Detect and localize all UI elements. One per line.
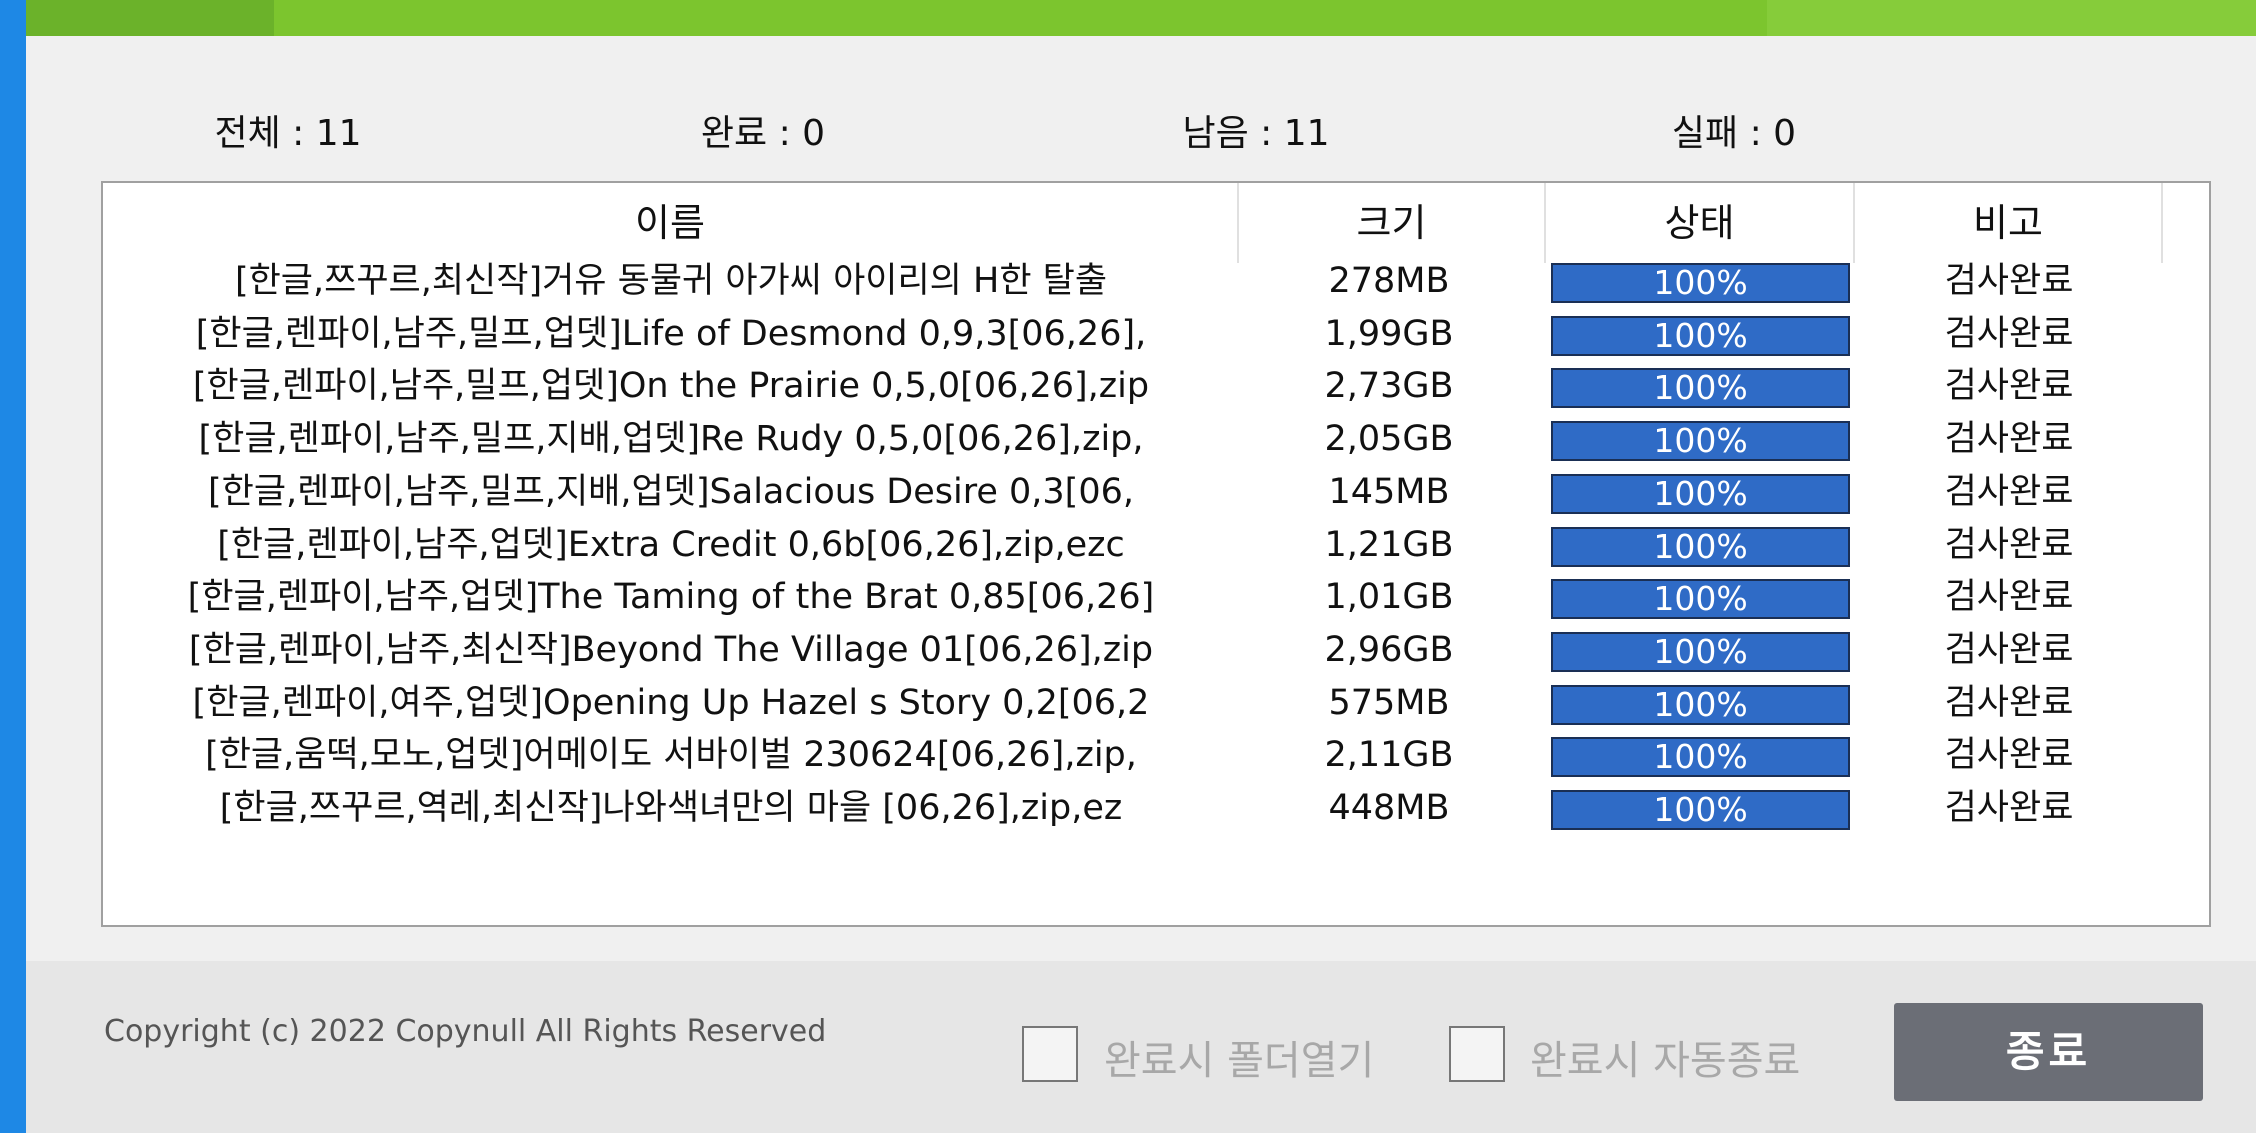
progress-fill [1553,792,1848,828]
file-size: 2,96GB [1324,629,1454,670]
file-size: 145MB [1328,471,1450,512]
file-name: [한글,렌파이,남주,업뎃]Extra Credit 0,6b[06,26],z… [217,524,1125,565]
progress-label: 100% [1653,631,1748,671]
status: 검사완료 [1944,788,2074,828]
progress-label: 100% [1653,421,1748,461]
checkbox[interactable] [1022,1026,1078,1082]
progress-label: 100% [1653,473,1748,513]
status: 검사완료 [1944,577,2074,618]
progress-bar: 100% [1551,421,1850,462]
progress-bar: 100% [1551,579,1850,620]
file-size: 2,05GB [1324,419,1454,460]
checkbox[interactable] [1449,1026,1505,1082]
status: 검사완료 [1944,366,2074,407]
progress-fill [1553,528,1848,565]
progress-bar: 100% [1551,315,1850,356]
stat-total: 전체 : 11 [214,113,362,154]
progress-fill [1553,265,1848,301]
file-size: 1,21GB [1324,524,1454,565]
progress-fill [1553,317,1848,354]
file-name: [한글,렌파이,여주,업뎃]Opening Up Hazel s Story 0… [192,682,1150,723]
checkbox-label[interactable]: 완료시 폴더열기 [1104,1038,1375,1084]
stat-failed: 실패 : 0 [1671,113,1797,154]
status: 검사완료 [1944,524,2074,565]
status: 검사완료 [1944,629,2074,670]
file-name: [한글,렌파이,남주,밀프,업뎃]Life of Desmond 0,9,3[0… [195,313,1147,354]
progress-label: 100% [1653,790,1748,829]
progress-strip-part [26,0,274,36]
file-size: 575MB [1328,682,1450,723]
progress-label: 100% [1653,684,1748,724]
exit-button[interactable]: 종료 [1894,1003,2203,1101]
status: 검사완료 [1944,471,2074,512]
column-header: 크기 [1239,183,1546,263]
file-size: 1,99GB [1324,313,1454,354]
file-size: 2,73GB [1324,366,1454,407]
progress-label: 100% [1653,526,1748,566]
status: 검사완료 [1944,682,2074,723]
column-header: 비고 [1855,183,2163,263]
side-strip [0,0,26,1133]
progress-label: 100% [1653,737,1748,777]
footer [26,961,2256,1133]
status: 검사완료 [1944,313,2074,354]
progress-fill [1553,423,1848,460]
progress-label: 100% [1653,263,1748,302]
status: 검사완료 [1944,261,2074,301]
file-name: [한글,움떡,모노,업뎃]어메이도 서바이벌 230624[06,26],zip… [205,735,1137,776]
progress-fill [1553,633,1848,670]
progress-label: 100% [1653,315,1748,355]
progress-bar: 100% [1551,368,1850,409]
progress-bar: 100% [1551,790,1850,830]
file-size: 278MB [1328,261,1450,301]
progress-strip-part [1767,0,2256,36]
stat-done: 완료 : 0 [700,113,826,154]
progress-label: 100% [1653,579,1748,619]
progress-label: 100% [1653,368,1748,408]
file-size: 448MB [1328,788,1450,828]
progress-bar: 100% [1551,263,1850,303]
status: 검사완료 [1944,419,2074,460]
progress-fill [1553,581,1848,618]
file-size: 1,01GB [1324,577,1454,618]
progress-fill [1553,686,1848,723]
file-table: 이름 크기 상태 비고 [한글,쯔꾸르,최신작]거유 동물귀 아가씨 아이리의 H한 탈… [101,181,2211,927]
progress-fill [1553,370,1848,407]
progress-bar: 100% [1551,631,1850,672]
progress-fill [1553,739,1848,776]
file-name: [한글,쯔꾸르,역레,최신작]나와색녀만의 마을 [06,26],zip,ez [219,788,1123,828]
checkbox-label[interactable]: 완료시 자동종료 [1530,1038,1801,1084]
file-name: [한글,렌파이,남주,밀프,업뎃]On the Prairie 0,5,0[06… [192,366,1150,407]
progress-bar: 100% [1551,684,1850,725]
file-name: [한글,렌파이,남주,밀프,지배,업뎃]Re Rudy 0,5,0[06,26]… [198,419,1144,460]
column-header: 이름 [103,183,1239,263]
column-header: 상태 [1546,183,1855,263]
copyright: Copyright (c) 2022 Copynull All Rights R… [104,1014,827,1049]
stat-remaining: 남음 : 11 [1182,113,1330,154]
progress-bar: 100% [1551,526,1850,567]
file-name: [한글,렌파이,남주,최신작]Beyond The Village 01[06,… [188,629,1154,670]
progress-bar: 100% [1551,737,1850,778]
file-name: [한글,쯔꾸르,최신작]거유 동물귀 아가씨 아이리의 H한 탈출 [234,261,1108,301]
progress-bar: 100% [1551,473,1850,514]
progress-fill [1553,475,1848,512]
file-name: [한글,렌파이,남주,밀프,지배,업뎃]Salacious Desire 0,3… [208,471,1134,512]
file-name: [한글,렌파이,남주,업뎃]The Taming of the Brat 0,8… [187,577,1155,618]
status: 검사완료 [1944,735,2074,776]
file-size: 2,11GB [1324,735,1454,776]
